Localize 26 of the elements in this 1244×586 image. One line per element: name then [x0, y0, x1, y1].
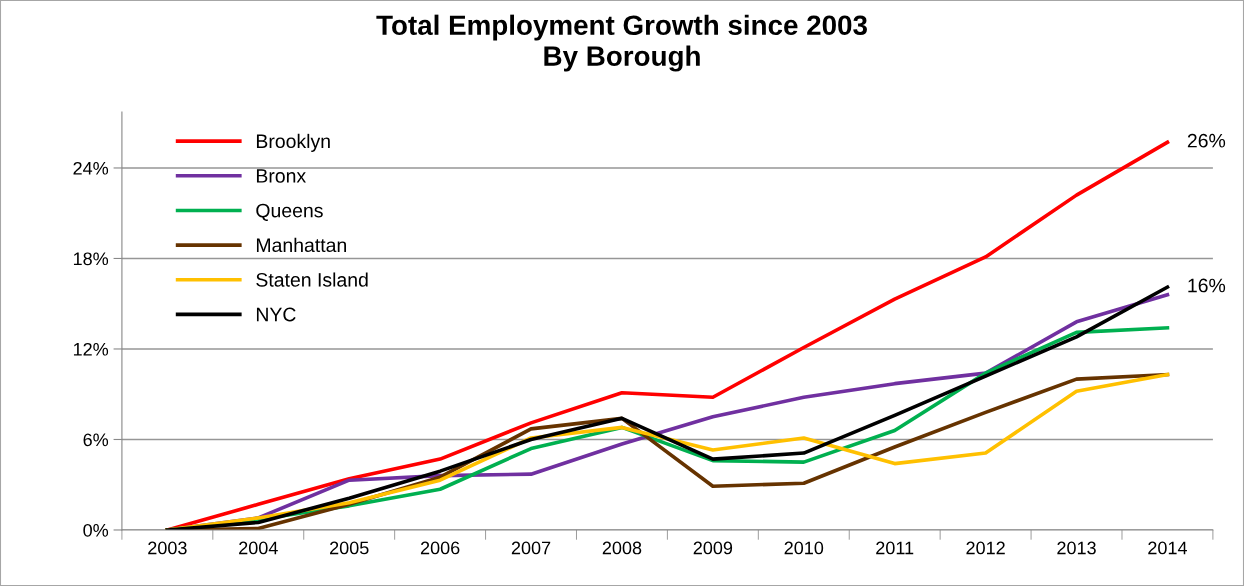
legend-label: Queens — [256, 203, 323, 221]
x-tick-label: 2007 — [511, 541, 551, 555]
y-tick-label: 12% — [73, 342, 109, 356]
annotation: 16% — [1188, 278, 1226, 293]
x-tick-label: 2014 — [1148, 541, 1187, 555]
chart-title: Total Employment Growth since 2003 By Borough — [376, 14, 867, 72]
legend-label: Bronx — [256, 169, 306, 183]
y-tick-label: 0% — [83, 523, 109, 537]
x-tick-label: 2006 — [420, 541, 460, 555]
legend-label: Brooklyn — [256, 133, 330, 152]
legend-label: Staten Island — [256, 272, 368, 287]
x-tick-label: 2005 — [330, 541, 369, 555]
legend-label: NYC — [256, 307, 296, 322]
annotation: 26% — [1187, 133, 1226, 148]
y-tick-label: 24% — [73, 161, 109, 175]
x-tick-label: 2010 — [784, 541, 824, 555]
x-tick-label: 2008 — [602, 541, 642, 555]
x-tick-label: 2009 — [693, 541, 733, 555]
x-tick-label: 2011 — [876, 541, 914, 555]
y-tick-label: 18% — [73, 252, 109, 266]
x-tick-label: 2013 — [1057, 541, 1096, 555]
y-tick-label: 6% — [83, 433, 109, 447]
legend-label: Manhattan — [256, 237, 346, 253]
x-tick-label: 2012 — [966, 541, 1005, 555]
x-tick-label: 2003 — [148, 541, 187, 555]
x-tick-label: 2004 — [239, 541, 278, 555]
